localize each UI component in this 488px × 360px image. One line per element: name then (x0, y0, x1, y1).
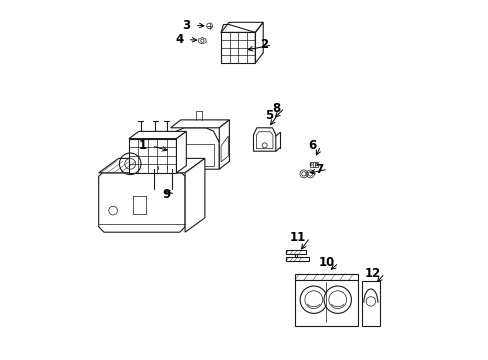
Polygon shape (170, 128, 219, 169)
Text: 6: 6 (307, 139, 316, 152)
Polygon shape (294, 280, 357, 326)
Text: 3: 3 (182, 19, 190, 32)
Text: 1: 1 (139, 139, 147, 152)
Text: 2: 2 (259, 39, 267, 51)
Polygon shape (176, 131, 186, 173)
Text: 12: 12 (364, 267, 380, 280)
Text: 9: 9 (162, 188, 170, 201)
Polygon shape (99, 158, 204, 173)
Text: 8: 8 (272, 102, 280, 114)
Polygon shape (170, 120, 229, 128)
Polygon shape (361, 282, 380, 326)
Polygon shape (185, 158, 204, 232)
Text: 11: 11 (289, 231, 305, 244)
Circle shape (300, 286, 327, 313)
Polygon shape (219, 120, 229, 169)
Text: 5: 5 (264, 109, 273, 122)
Polygon shape (129, 131, 186, 139)
Polygon shape (253, 128, 275, 151)
Text: 7: 7 (315, 163, 323, 176)
Text: 10: 10 (318, 256, 334, 269)
Polygon shape (99, 173, 185, 232)
Circle shape (324, 286, 351, 313)
Text: 4: 4 (175, 33, 183, 46)
Polygon shape (129, 139, 176, 173)
